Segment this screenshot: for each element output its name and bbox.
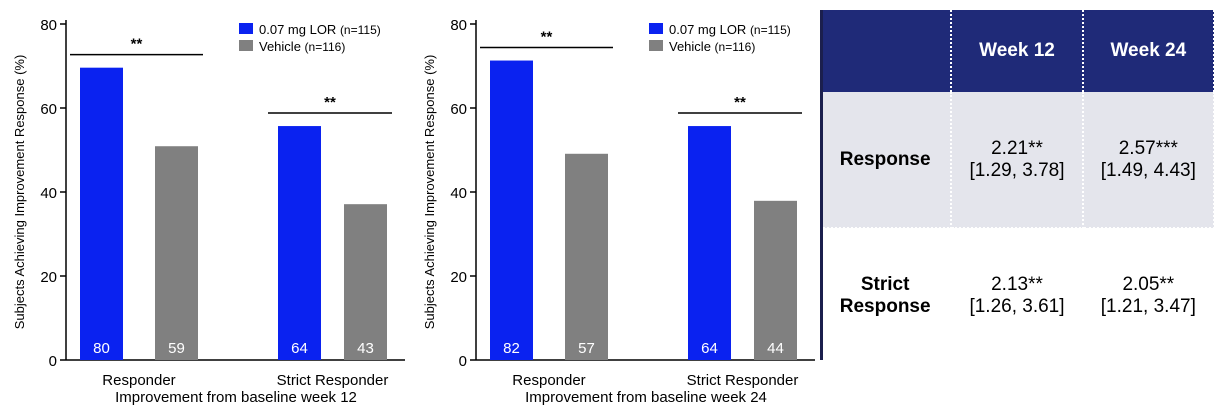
- legend-series-n: (n=116): [305, 40, 346, 54]
- legend-label: 0.07 mg LOR (n=115): [259, 22, 381, 37]
- y-tick-label: 60: [450, 101, 467, 118]
- legend-series-name: Vehicle: [669, 39, 715, 54]
- bar: [565, 153, 608, 360]
- bar-data-label: 80: [93, 340, 110, 357]
- legend-series-n: (n=115): [750, 23, 791, 37]
- bar: [278, 126, 321, 360]
- bar-data-label: 43: [357, 340, 374, 357]
- y-tick-label: 0: [49, 353, 57, 370]
- y-tick-label: 0: [459, 353, 467, 370]
- y-tick-label: 60: [40, 101, 57, 118]
- cell-value: 2.05**: [1122, 273, 1175, 295]
- y-tick-label: 80: [450, 17, 467, 34]
- significance-label: **: [541, 29, 553, 46]
- cell-value: 2.21**: [991, 137, 1043, 159]
- row-label: Strict Response: [820, 228, 953, 362]
- significance-label: **: [324, 94, 336, 111]
- bar: [80, 67, 123, 361]
- legend-label: Vehicle (n=116): [669, 39, 755, 54]
- cell-ci: [1.49, 4.43]: [1100, 159, 1196, 181]
- bar: [688, 126, 731, 360]
- table-header-corner: [820, 10, 953, 92]
- table-header-week-24: Week 24: [1082, 10, 1215, 92]
- bar-data-label: 64: [701, 340, 718, 357]
- cell-ci: [1.29, 3.78]: [969, 159, 1065, 181]
- y-tick-label: 80: [40, 17, 57, 34]
- legend-series-name: 0.07 mg LOR: [669, 22, 750, 37]
- table-header-week-12: Week 12: [951, 10, 1084, 92]
- significance-label: **: [734, 94, 746, 111]
- x-axis-label: Improvement from baseline week 24: [525, 389, 767, 406]
- y-axis-label: Subjects Achieving Improvement Response …: [422, 55, 437, 330]
- x-category-label: Responder: [102, 372, 175, 389]
- legend-swatch: [649, 40, 663, 51]
- bar: [344, 204, 387, 360]
- row-label-line2: Response: [839, 295, 931, 317]
- row-label: Response: [820, 92, 953, 229]
- bar-data-label: 44: [767, 340, 784, 357]
- table-cell: 2.21** [1.29, 3.78]: [951, 92, 1084, 229]
- bar: [754, 200, 797, 360]
- chart-week-12: 0 20 40 60 80 Subjects Achieving Improvement …: [0, 0, 410, 406]
- legend-label: Vehicle (n=116): [259, 39, 345, 54]
- cell-ci: [1.21, 3.47]: [1100, 295, 1196, 317]
- x-axis-label: Improvement from baseline week 12: [115, 389, 357, 406]
- y-tick-label: 40: [450, 185, 467, 202]
- odds-ratio-table: Week 12 Week 24 Response 2.21** [1.29, 3…: [820, 10, 1215, 362]
- row-label-line1: Strict: [860, 273, 910, 295]
- bar-data-label: 57: [578, 340, 595, 357]
- bar-data-label: 59: [168, 340, 185, 357]
- legend-swatch: [239, 23, 253, 34]
- legend-series-n: (n=116): [715, 40, 756, 54]
- y-tick-label: 20: [40, 269, 57, 286]
- bar: [155, 146, 198, 360]
- table-row-response: Response 2.21** [1.29, 3.78] 2.57*** [1.…: [820, 92, 1215, 229]
- table-cell: 2.57*** [1.49, 4.43]: [1082, 92, 1215, 229]
- bar-data-label: 82: [503, 340, 520, 357]
- table-header-row: Week 12 Week 24: [820, 10, 1215, 92]
- legend-swatch: [649, 23, 663, 34]
- legend-swatch: [239, 40, 253, 51]
- bar-data-label: 64: [291, 340, 308, 357]
- legend-series-n: (n=115): [340, 23, 381, 37]
- y-tick-label: 40: [40, 185, 57, 202]
- y-axis-label: Subjects Achieving Improvement Response …: [12, 55, 27, 330]
- x-category-label: Responder: [512, 372, 585, 389]
- table-cell: 2.05** [1.21, 3.47]: [1082, 228, 1215, 362]
- chart-week-24: 0 20 40 60 80 Subjects Achieving Improvement …: [410, 0, 820, 406]
- cell-value: 2.13**: [991, 273, 1043, 295]
- cell-value: 2.57***: [1118, 137, 1178, 159]
- y-tick-label: 20: [450, 269, 467, 286]
- cell-ci: [1.26, 3.61]: [969, 295, 1065, 317]
- legend-label: 0.07 mg LOR (n=115): [669, 22, 791, 37]
- bar: [490, 60, 533, 360]
- table-row-strict-response: Strict Response 2.13** [1.26, 3.61] 2.05…: [820, 228, 1215, 362]
- chart-week-24-svg: 0 20 40 60 80 Subjects Achieving Improvement …: [422, 17, 815, 406]
- legend-series-name: Vehicle: [259, 39, 305, 54]
- significance-label: **: [131, 36, 143, 53]
- chart-week-12-svg: 0 20 40 60 80 Subjects Achieving Improvement …: [12, 17, 405, 406]
- x-category-label: Strict Responder: [277, 372, 389, 389]
- legend-series-name: 0.07 mg LOR: [259, 22, 340, 37]
- table-cell: 2.13** [1.26, 3.61]: [951, 228, 1084, 362]
- x-category-label: Strict Responder: [687, 372, 799, 389]
- row-label-line1: Response: [839, 148, 931, 170]
